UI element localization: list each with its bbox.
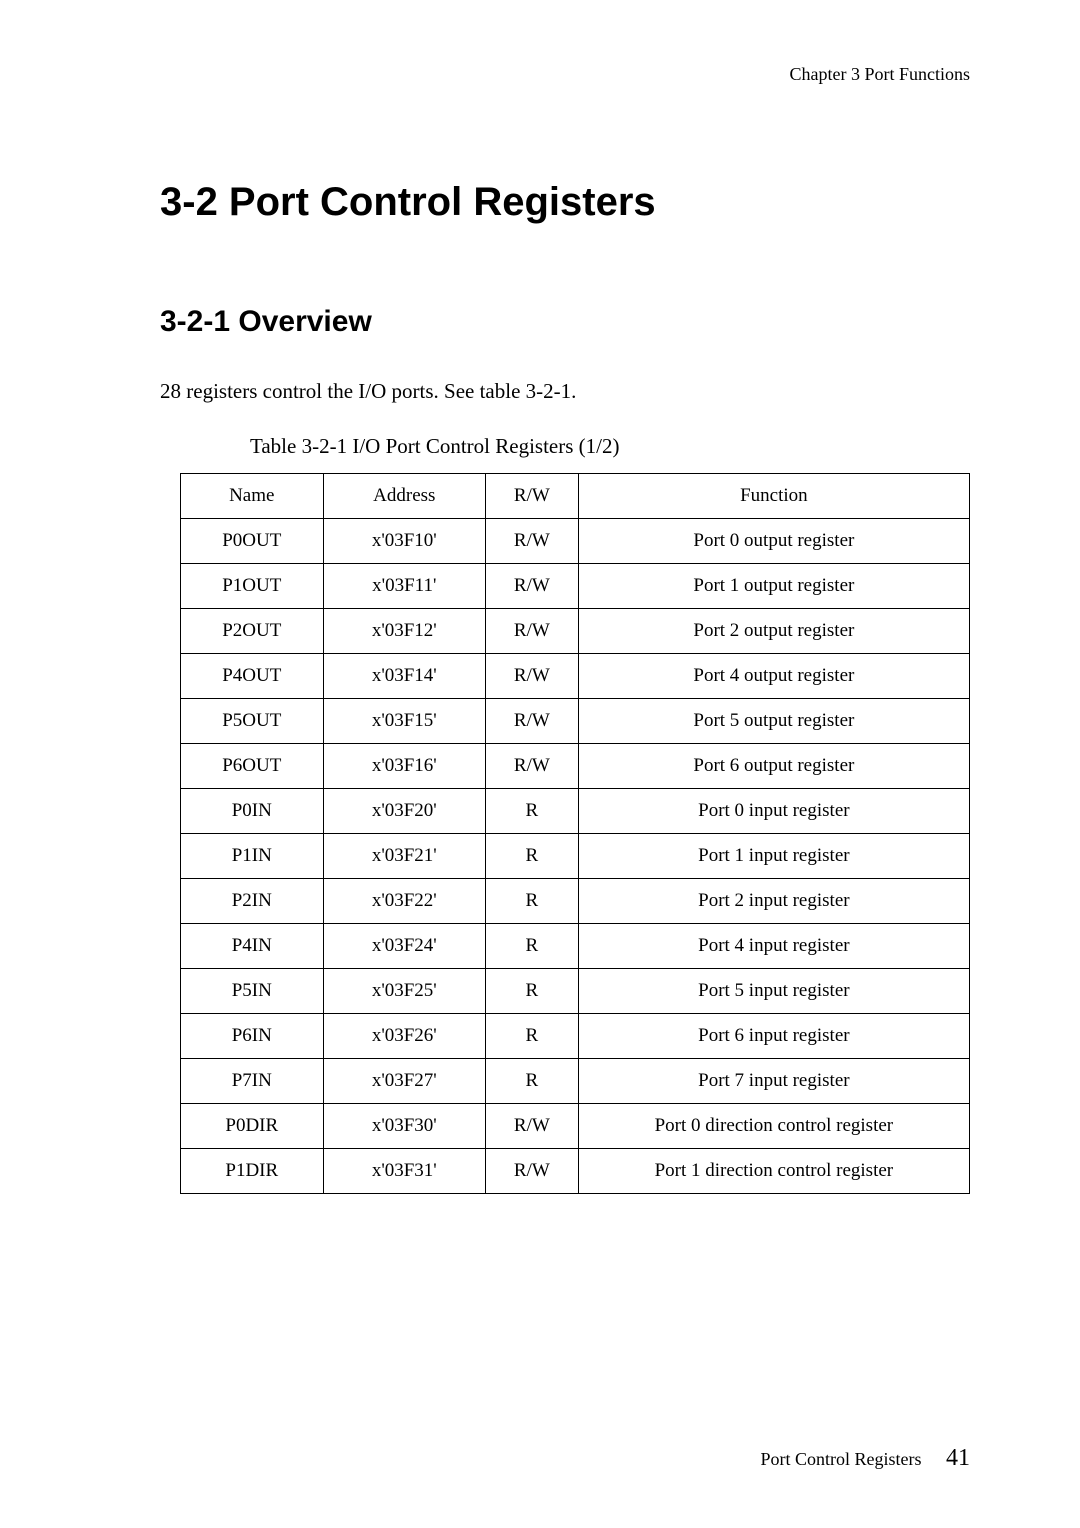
cell-rw: R/W	[486, 699, 579, 744]
intro-paragraph: 28 registers control the I/O ports. See …	[160, 379, 970, 404]
cell-name: P1DIR	[181, 1149, 324, 1194]
cell-function: Port 1 output register	[578, 564, 969, 609]
cell-name: P5OUT	[181, 699, 324, 744]
cell-name: P6IN	[181, 1014, 324, 1059]
cell-name: P1OUT	[181, 564, 324, 609]
cell-rw: R/W	[486, 744, 579, 789]
cell-address: x'03F26'	[323, 1014, 485, 1059]
table-row: P1OUT x'03F11' R/W Port 1 output registe…	[181, 564, 970, 609]
cell-function: Port 7 input register	[578, 1059, 969, 1104]
table-caption: Table 3-2-1 I/O Port Control Registers (…	[250, 434, 970, 459]
footer-label: Port Control Registers	[761, 1449, 922, 1469]
cell-rw: R	[486, 1014, 579, 1059]
cell-address: x'03F12'	[323, 609, 485, 654]
cell-rw: R	[486, 1059, 579, 1104]
footer-page-number: 41	[946, 1445, 970, 1471]
table-row: P2IN x'03F22' R Port 2 input register	[181, 879, 970, 924]
cell-function: Port 6 input register	[578, 1014, 969, 1059]
cell-function: Port 0 output register	[578, 519, 969, 564]
cell-function: Port 4 input register	[578, 924, 969, 969]
cell-rw: R/W	[486, 1104, 579, 1149]
cell-name: P5IN	[181, 969, 324, 1014]
cell-address: x'03F31'	[323, 1149, 485, 1194]
table-body: P0OUT x'03F10' R/W Port 0 output registe…	[181, 519, 970, 1194]
cell-name: P2OUT	[181, 609, 324, 654]
cell-function: Port 0 direction control register	[578, 1104, 969, 1149]
cell-address: x'03F25'	[323, 969, 485, 1014]
cell-address: x'03F21'	[323, 834, 485, 879]
cell-rw: R	[486, 969, 579, 1014]
table-header-name: Name	[181, 474, 324, 519]
cell-address: x'03F20'	[323, 789, 485, 834]
cell-rw: R	[486, 924, 579, 969]
cell-rw: R	[486, 789, 579, 834]
cell-function: Port 2 output register	[578, 609, 969, 654]
table-row: P7IN x'03F27' R Port 7 input register	[181, 1059, 970, 1104]
table-row: P5OUT x'03F15' R/W Port 5 output registe…	[181, 699, 970, 744]
cell-address: x'03F11'	[323, 564, 485, 609]
table-header-address: Address	[323, 474, 485, 519]
cell-name: P0DIR	[181, 1104, 324, 1149]
cell-address: x'03F30'	[323, 1104, 485, 1149]
table-row: P1IN x'03F21' R Port 1 input register	[181, 834, 970, 879]
table-row: P6IN x'03F26' R Port 6 input register	[181, 1014, 970, 1059]
cell-address: x'03F16'	[323, 744, 485, 789]
table-row: P4IN x'03F24' R Port 4 input register	[181, 924, 970, 969]
cell-name: P0IN	[181, 789, 324, 834]
cell-function: Port 4 output register	[578, 654, 969, 699]
table-row: P0OUT x'03F10' R/W Port 0 output registe…	[181, 519, 970, 564]
cell-function: Port 5 output register	[578, 699, 969, 744]
table-row: P5IN x'03F25' R Port 5 input register	[181, 969, 970, 1014]
running-header: Chapter 3 Port Functions	[790, 64, 971, 85]
cell-address: x'03F27'	[323, 1059, 485, 1104]
cell-rw: R/W	[486, 609, 579, 654]
cell-name: P2IN	[181, 879, 324, 924]
cell-name: P6OUT	[181, 744, 324, 789]
registers-table: Name Address R/W Function P0OUT x'03F10'…	[180, 473, 970, 1194]
cell-rw: R/W	[486, 519, 579, 564]
table-header-rw: R/W	[486, 474, 579, 519]
cell-rw: R/W	[486, 1149, 579, 1194]
cell-address: x'03F24'	[323, 924, 485, 969]
cell-name: P7IN	[181, 1059, 324, 1104]
table-header-function: Function	[578, 474, 969, 519]
cell-function: Port 2 input register	[578, 879, 969, 924]
cell-address: x'03F14'	[323, 654, 485, 699]
cell-rw: R/W	[486, 564, 579, 609]
cell-function: Port 6 output register	[578, 744, 969, 789]
heading-2: 3-2-1 Overview	[160, 305, 970, 339]
cell-function: Port 1 direction control register	[578, 1149, 969, 1194]
cell-function: Port 0 input register	[578, 789, 969, 834]
cell-function: Port 5 input register	[578, 969, 969, 1014]
cell-name: P0OUT	[181, 519, 324, 564]
cell-address: x'03F15'	[323, 699, 485, 744]
cell-rw: R/W	[486, 654, 579, 699]
table-row: P6OUT x'03F16' R/W Port 6 output registe…	[181, 744, 970, 789]
cell-name: P1IN	[181, 834, 324, 879]
table-header-row: Name Address R/W Function	[181, 474, 970, 519]
heading-1: 3-2 Port Control Registers	[160, 180, 970, 225]
table-row: P0DIR x'03F30' R/W Port 0 direction cont…	[181, 1104, 970, 1149]
page-footer: Port Control Registers 41	[761, 1445, 971, 1472]
table-row: P2OUT x'03F12' R/W Port 2 output registe…	[181, 609, 970, 654]
cell-function: Port 1 input register	[578, 834, 969, 879]
cell-address: x'03F10'	[323, 519, 485, 564]
cell-rw: R	[486, 879, 579, 924]
table-row: P4OUT x'03F14' R/W Port 4 output registe…	[181, 654, 970, 699]
table-row: P0IN x'03F20' R Port 0 input register	[181, 789, 970, 834]
cell-name: P4IN	[181, 924, 324, 969]
cell-name: P4OUT	[181, 654, 324, 699]
cell-rw: R	[486, 834, 579, 879]
cell-address: x'03F22'	[323, 879, 485, 924]
page: Chapter 3 Port Functions 3-2 Port Contro…	[0, 0, 1080, 1528]
table-row: P1DIR x'03F31' R/W Port 1 direction cont…	[181, 1149, 970, 1194]
